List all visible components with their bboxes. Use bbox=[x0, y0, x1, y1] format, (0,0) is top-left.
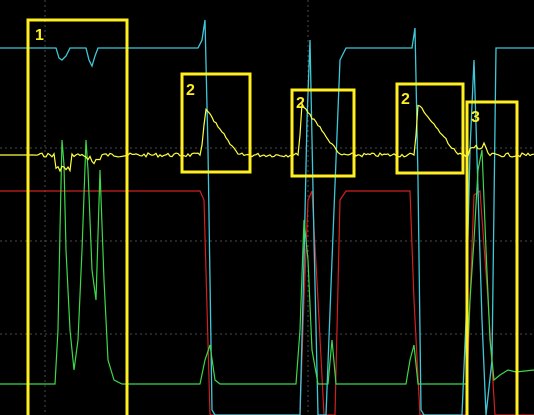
annotation-box-3 bbox=[465, 100, 519, 415]
annotation-box-2b bbox=[290, 88, 356, 178]
cyan-trace bbox=[0, 19, 534, 415]
yellow-trace bbox=[0, 101, 534, 173]
annotation-label-1: 1 bbox=[35, 27, 44, 44]
annotation-label-2b: 2 bbox=[296, 95, 305, 112]
annotation-box-2c bbox=[395, 82, 465, 175]
red-trace bbox=[0, 189, 534, 415]
annotation-label-2c: 2 bbox=[401, 91, 410, 108]
annotation-box-2a bbox=[180, 72, 252, 174]
green-trace bbox=[0, 139, 534, 385]
annotation-label-2a: 2 bbox=[186, 82, 195, 99]
annotation-box-1 bbox=[26, 18, 129, 415]
annotation-label-3: 3 bbox=[471, 109, 480, 126]
